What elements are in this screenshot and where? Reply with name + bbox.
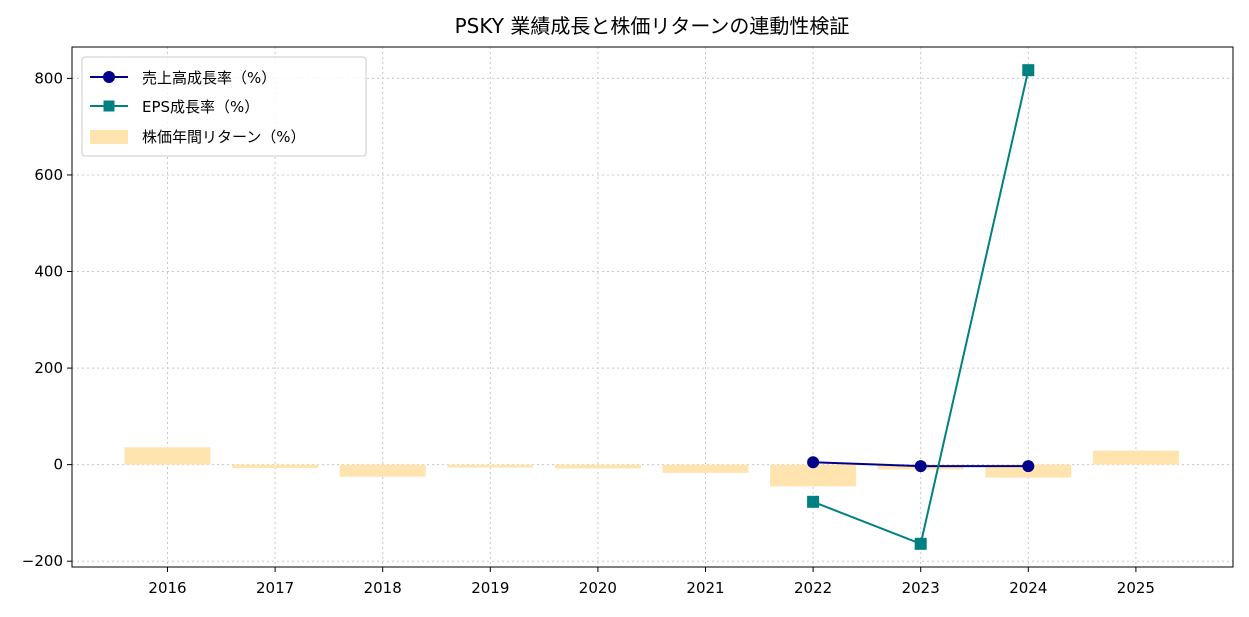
- chart-title: PSKY 業績成長と株価リターンの連動性検証: [455, 14, 850, 38]
- x-axis: 2016 2017 2018 2019 2020 2021 2022 2023 2024 2025: [148, 567, 1155, 597]
- plot-frame: [71, 46, 1234, 568]
- return-bar-2016: [124, 447, 211, 465]
- x-tick-label-2020: 2020: [579, 579, 617, 597]
- y-tick-label-200: 200: [34, 359, 63, 377]
- legend-marker-revenue: [103, 71, 115, 83]
- revenue-growth-point-2022: [807, 456, 820, 469]
- y-axis: −200 0 200 400 600 800: [22, 69, 72, 570]
- y-tick-label-600: 600: [34, 166, 63, 184]
- y-tick-label-0: 0: [53, 456, 63, 474]
- return-bar-2022: [770, 464, 857, 487]
- eps-growth-point-2023: [914, 537, 927, 550]
- eps-growth-point-2024: [1022, 64, 1035, 77]
- eps-growth-point-2022: [807, 495, 820, 508]
- legend-label-revenue: 売上高成長率（%）: [142, 69, 276, 87]
- legend: 売上高成長率（%） EPS成長率（%） 株価年間リターン（%）: [81, 56, 367, 157]
- x-tick-label-2021: 2021: [686, 579, 724, 597]
- return-bar-2025: [1092, 450, 1179, 465]
- legend-label-return: 株価年間リターン（%）: [142, 128, 306, 146]
- return-bar-2017: [232, 464, 319, 469]
- x-tick-label-2023: 2023: [902, 579, 940, 597]
- legend-box: [81, 56, 367, 157]
- return-bar-2018: [339, 464, 426, 477]
- line-series: [807, 64, 1035, 550]
- legend-swatch-return: [90, 130, 128, 144]
- y-tick-label-800: 800: [34, 69, 63, 87]
- y-tick-label-400: 400: [34, 263, 63, 281]
- x-tick-label-2016: 2016: [148, 579, 186, 597]
- grid-lines: [72, 47, 1233, 567]
- x-tick-label-2024: 2024: [1009, 579, 1047, 597]
- bar-series: [124, 447, 1179, 487]
- x-tick-label-2025: 2025: [1117, 579, 1155, 597]
- x-tick-label-2017: 2017: [256, 579, 294, 597]
- x-tick-label-2018: 2018: [364, 579, 402, 597]
- x-tick-label-2022: 2022: [794, 579, 832, 597]
- legend-label-eps: EPS成長率（%）: [142, 98, 259, 116]
- return-bar-2019: [447, 464, 534, 468]
- revenue-growth-point-2024: [1022, 460, 1035, 473]
- x-tick-label-2019: 2019: [471, 579, 509, 597]
- return-bar-2020: [554, 464, 641, 469]
- return-bar-2021: [662, 464, 749, 473]
- y-tick-label--200: −200: [22, 552, 63, 570]
- legend-marker-eps: [103, 100, 115, 112]
- revenue-growth-point-2023: [914, 460, 927, 473]
